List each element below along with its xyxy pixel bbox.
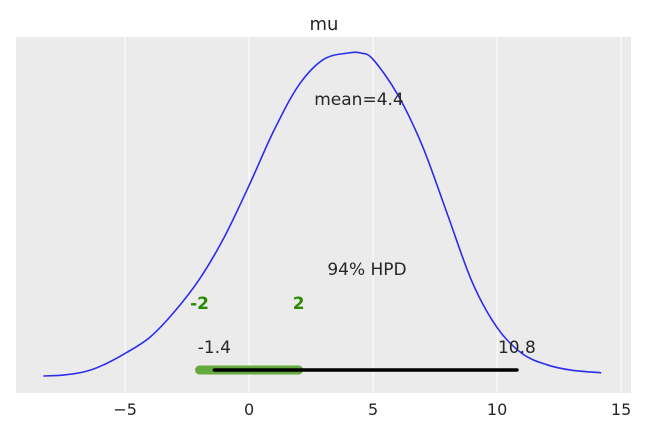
grid-lines [124, 37, 622, 393]
density-line [43, 51, 602, 377]
hpd-lower-label: -1.4 [198, 338, 231, 358]
rope-upper-label: 2 [293, 294, 305, 314]
x-tick-label: −5 [113, 400, 137, 419]
hpd-group: -1.4 10.8 [198, 338, 536, 372]
x-tick-label: 10 [487, 400, 507, 419]
density-series [43, 51, 602, 377]
chart-title: mu [310, 14, 339, 35]
x-tick-label: 0 [244, 400, 254, 419]
hpd-title-label: 94% HPD [327, 260, 406, 280]
x-axis-ticks: −5 0 5 10 15 [113, 400, 631, 419]
hpd-upper-label: 10.8 [498, 338, 536, 358]
x-tick-label: 15 [611, 400, 631, 419]
x-tick-label: 5 [368, 400, 378, 419]
rope-lower-label: -2 [190, 294, 209, 314]
point-estimate-label: mean=4.4 [314, 90, 404, 110]
plot-area [16, 37, 631, 393]
